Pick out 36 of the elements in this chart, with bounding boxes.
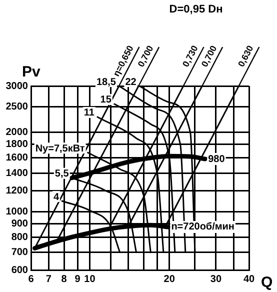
y-tick-label: 1400 [6,168,28,179]
y-tick-label: 1600 [6,152,28,164]
y-tick-label: 2500 [6,102,28,113]
y-tick-label: 800 [11,232,28,243]
x-tick-label: 10 [84,274,96,285]
y-tick-label: 900 [11,218,28,230]
y-tick-label: 1000 [6,206,28,218]
x-tick-label: 30 [210,274,222,285]
series-label: 5,5 [54,168,70,180]
y-tick-label: 2000 [6,127,28,138]
x-tick-label: 7 [46,274,52,285]
series-label: 980 [208,154,226,165]
x-tick-label: 20 [164,274,176,285]
series-label: 18,5 [96,76,116,88]
x-tick-label: 9 [74,274,81,285]
x-tick-label: 6 [28,274,34,285]
series-label: n=720об/мин [171,222,234,233]
series-label: 22 [125,76,137,88]
y-tick-label: 700 [11,247,28,258]
x-tick-label: 40 [243,274,255,285]
text: 0,700 [199,44,219,69]
y-axis-title: Pv [22,64,42,81]
series-label: 15 [100,94,112,106]
x-axis-title: Q [261,274,273,292]
y-tick-label: 1800 [6,139,28,150]
text: 0,630 [236,44,256,68]
text: 0,730 [180,44,200,68]
x-tick-label: 8 [61,274,68,285]
chart-title: D=0,95 Dн [169,4,223,16]
y-tick-label: 1200 [6,186,28,197]
series-label: 4 [53,192,60,203]
series-label: Ny=7,5кВт [35,143,85,154]
text: 0,700 [136,44,156,69]
y-tick-label: 600 [11,264,28,276]
series-label: 11 [84,108,95,119]
y-tick-label: 3000 [6,80,28,92]
